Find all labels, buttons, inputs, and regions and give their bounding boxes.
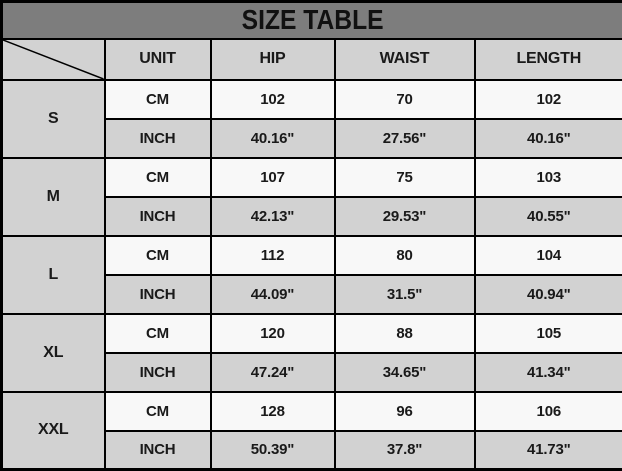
measurement-cell-hip: 107 <box>211 158 335 197</box>
size-label-s: S <box>2 80 105 158</box>
size-label-xl: XL <box>2 314 105 392</box>
measurement-cell-hip: 128 <box>211 392 335 431</box>
measurement-cell-length: 40.94" <box>475 275 622 314</box>
unit-label: CM <box>105 314 211 353</box>
measurement-cell-length: 41.34" <box>475 353 622 392</box>
unit-label: INCH <box>105 197 211 236</box>
measurement-cell-waist: 34.65" <box>335 353 475 392</box>
unit-label: INCH <box>105 431 211 470</box>
column-header-length: LENGTH <box>475 39 622 80</box>
measurement-cell-hip: 40.16" <box>211 119 335 158</box>
measurement-cell-length: 105 <box>475 314 622 353</box>
measurement-cell-hip: 47.24" <box>211 353 335 392</box>
table-row-xl-cm: XL CM 120 88 105 <box>2 314 622 353</box>
measurement-cell-hip: 50.39" <box>211 431 335 470</box>
unit-label: CM <box>105 158 211 197</box>
unit-label: INCH <box>105 119 211 158</box>
table-row-m-cm: M CM 107 75 103 <box>2 158 622 197</box>
measurement-cell-waist: 31.5" <box>335 275 475 314</box>
measurement-cell-waist: 37.8" <box>335 431 475 470</box>
unit-label: INCH <box>105 353 211 392</box>
measurement-cell-hip: 44.09" <box>211 275 335 314</box>
measurement-cell-waist: 88 <box>335 314 475 353</box>
measurement-cell-hip: 120 <box>211 314 335 353</box>
size-label-l: L <box>2 236 105 314</box>
measurement-cell-length: 40.55" <box>475 197 622 236</box>
diagonal-header-cell <box>2 39 105 80</box>
unit-label: CM <box>105 392 211 431</box>
unit-label: INCH <box>105 275 211 314</box>
table-title-cell: SIZE TABLE <box>2 2 622 39</box>
title-row: SIZE TABLE <box>2 2 622 39</box>
diagonal-line-icon <box>3 40 104 79</box>
column-header-waist: WAIST <box>335 39 475 80</box>
column-header-hip: HIP <box>211 39 335 80</box>
unit-label: CM <box>105 236 211 275</box>
column-header-unit: UNIT <box>105 39 211 80</box>
measurement-cell-length: 41.73" <box>475 431 622 470</box>
header-row: UNIT HIP WAIST LENGTH <box>2 39 622 80</box>
measurement-cell-waist: 96 <box>335 392 475 431</box>
measurement-cell-hip: 112 <box>211 236 335 275</box>
measurement-cell-waist: 29.53" <box>335 197 475 236</box>
measurement-cell-hip: 42.13" <box>211 197 335 236</box>
size-label-xxl: XXL <box>2 392 105 470</box>
measurement-cell-length: 102 <box>475 80 622 119</box>
measurement-cell-length: 106 <box>475 392 622 431</box>
table-title: SIZE TABLE <box>242 4 384 36</box>
measurement-cell-waist: 27.56" <box>335 119 475 158</box>
table-row-s-cm: S CM 102 70 102 <box>2 80 622 119</box>
measurement-cell-waist: 75 <box>335 158 475 197</box>
measurement-cell-length: 40.16" <box>475 119 622 158</box>
table-row-xxl-cm: XXL CM 128 96 106 <box>2 392 622 431</box>
measurement-cell-waist: 70 <box>335 80 475 119</box>
unit-label: CM <box>105 80 211 119</box>
measurement-cell-waist: 80 <box>335 236 475 275</box>
measurement-cell-hip: 102 <box>211 80 335 119</box>
measurement-cell-length: 103 <box>475 158 622 197</box>
measurement-cell-length: 104 <box>475 236 622 275</box>
table-row-l-cm: L CM 112 80 104 <box>2 236 622 275</box>
size-label-m: M <box>2 158 105 236</box>
